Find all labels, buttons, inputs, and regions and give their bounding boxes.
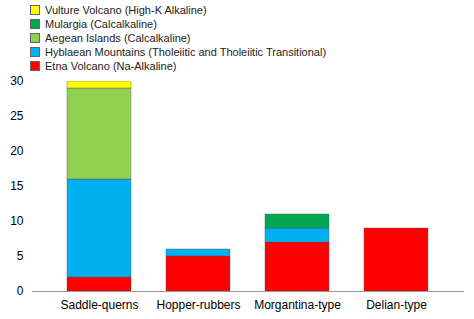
html-text:Hyblaean Mountains (Tholeiitic: Hyblaean Mountains (Tholeiitic and Thole… bbox=[45, 46, 327, 58]
html-text:Vulture Volcano (High-K Alkali: Vulture Volcano (High-K Alkaline) bbox=[45, 4, 207, 16]
svg-text:Delian-type: Delian-type bbox=[366, 298, 427, 312]
svg-text:20: 20 bbox=[10, 144, 24, 158]
svg-text:Morgantina-type: Morgantina-type bbox=[254, 298, 341, 312]
html-text:Mulargia (Calcalkaline): Mulargia (Calcalkaline) bbox=[45, 18, 157, 30]
svg-text:Saddle-querns: Saddle-querns bbox=[60, 298, 138, 312]
svg-text:10: 10 bbox=[10, 214, 24, 228]
svg-text:30: 30 bbox=[10, 74, 24, 88]
html-text:Etna Volcano (Na-Alkaline): Etna Volcano (Na-Alkaline) bbox=[45, 60, 177, 72]
svg-text:0: 0 bbox=[17, 284, 24, 298]
svg-text:Hopper-rubbers: Hopper-rubbers bbox=[156, 298, 240, 312]
html-text:Aegean Islands (Calcalkaline): Aegean Islands (Calcalkaline) bbox=[45, 32, 191, 44]
svg-text:25: 25 bbox=[10, 109, 24, 123]
svg-text:15: 15 bbox=[10, 179, 24, 193]
svg-text:5: 5 bbox=[17, 249, 24, 263]
